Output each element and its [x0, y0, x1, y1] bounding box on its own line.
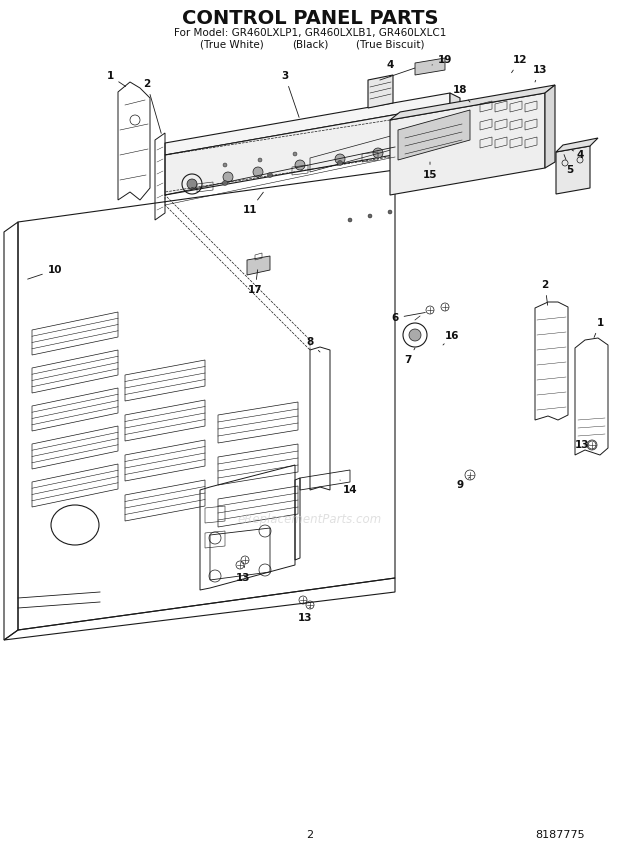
Circle shape	[223, 172, 233, 182]
Text: 19: 19	[432, 55, 452, 65]
Circle shape	[388, 210, 392, 214]
Polygon shape	[165, 93, 450, 155]
Circle shape	[223, 163, 227, 167]
Text: 8: 8	[306, 337, 320, 352]
Text: 10: 10	[28, 265, 62, 279]
Text: 15: 15	[423, 162, 437, 180]
Text: 7: 7	[404, 348, 415, 365]
Text: For Model: GR460LXLP1, GR460LXLB1, GR460LXLC1: For Model: GR460LXLP1, GR460LXLB1, GR460…	[174, 28, 446, 38]
Circle shape	[253, 167, 263, 177]
Text: 13: 13	[236, 566, 250, 583]
Text: 12: 12	[512, 55, 527, 73]
Text: 11: 11	[243, 193, 264, 215]
Polygon shape	[390, 85, 555, 120]
Text: eReplacementParts.com: eReplacementParts.com	[238, 514, 382, 526]
Text: 4: 4	[386, 60, 394, 77]
Polygon shape	[450, 93, 460, 150]
Polygon shape	[247, 256, 270, 275]
Text: 9: 9	[456, 477, 470, 490]
Text: 1: 1	[107, 71, 126, 86]
Circle shape	[348, 218, 352, 222]
Circle shape	[368, 214, 372, 218]
Circle shape	[187, 179, 197, 189]
Text: CONTROL PANEL PARTS: CONTROL PANEL PARTS	[182, 9, 438, 27]
Text: 13: 13	[575, 440, 589, 450]
Text: (True Biscuit): (True Biscuit)	[356, 39, 424, 49]
Polygon shape	[390, 93, 545, 195]
Text: 2: 2	[306, 830, 314, 840]
Text: 2: 2	[541, 280, 549, 306]
Circle shape	[267, 173, 273, 177]
Text: 13: 13	[533, 65, 547, 82]
Circle shape	[293, 152, 297, 156]
Circle shape	[337, 161, 342, 165]
Polygon shape	[415, 58, 445, 75]
Text: 17: 17	[247, 270, 262, 295]
Polygon shape	[368, 75, 393, 108]
Circle shape	[295, 160, 305, 170]
Polygon shape	[556, 146, 590, 194]
Circle shape	[258, 158, 262, 162]
Text: 16: 16	[443, 331, 459, 345]
Text: 13: 13	[298, 607, 312, 623]
Polygon shape	[545, 85, 555, 168]
Text: 5: 5	[564, 155, 574, 175]
Text: 18: 18	[453, 85, 470, 102]
Text: 2: 2	[143, 79, 161, 134]
Circle shape	[373, 148, 383, 158]
Text: (Black): (Black)	[292, 39, 328, 49]
Text: 14: 14	[340, 480, 357, 495]
Circle shape	[223, 181, 228, 186]
Text: 4: 4	[572, 150, 583, 160]
Polygon shape	[398, 110, 470, 160]
Text: 8187775: 8187775	[535, 830, 585, 840]
Text: 3: 3	[281, 71, 299, 117]
Polygon shape	[556, 138, 598, 152]
Text: (True White): (True White)	[200, 39, 264, 49]
Polygon shape	[165, 105, 450, 195]
Text: 6: 6	[391, 312, 425, 323]
Circle shape	[409, 329, 421, 341]
Text: 1: 1	[594, 318, 604, 337]
Circle shape	[335, 154, 345, 164]
